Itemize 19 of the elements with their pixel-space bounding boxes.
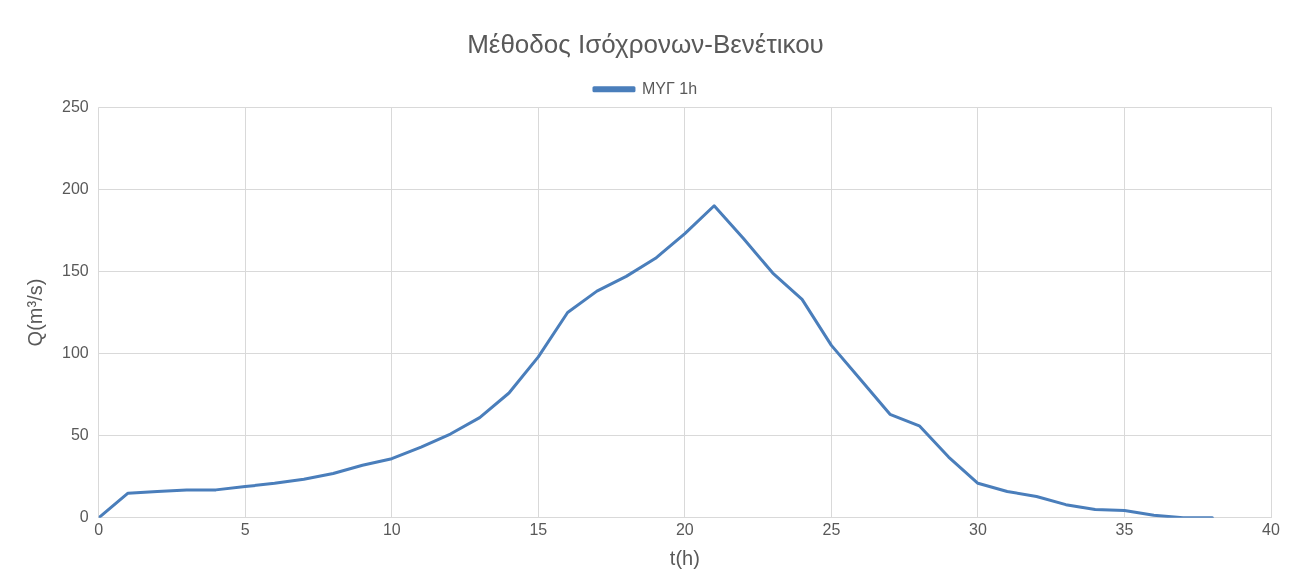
x-tick-label: 25 bbox=[822, 520, 841, 538]
x-tick-label: 5 bbox=[240, 520, 250, 538]
x-tick-label: 0 bbox=[94, 520, 104, 538]
legend-label: ΜΥΓ 1h bbox=[641, 79, 698, 97]
y-tick-label: 100 bbox=[61, 343, 89, 361]
y-axis-title: Q(m³/s) bbox=[23, 278, 46, 347]
y-tick-label: 50 bbox=[70, 426, 89, 444]
x-tick-label: 35 bbox=[1115, 520, 1134, 538]
x-tick-label: 15 bbox=[529, 520, 548, 538]
y-tick-label: 150 bbox=[61, 261, 89, 279]
y-tick-label: 0 bbox=[79, 508, 89, 526]
x-tick-label: 40 bbox=[1262, 520, 1280, 538]
x-tick-label: 30 bbox=[969, 520, 987, 538]
y-tick-label: 250 bbox=[61, 97, 89, 115]
y-tick-label: 200 bbox=[61, 179, 89, 197]
chart-title: Μέθοδος Ισόχρονων-Βενέτικου bbox=[467, 28, 824, 59]
x-tick-label: 10 bbox=[382, 520, 401, 538]
x-axis-title: t(h) bbox=[669, 546, 700, 569]
x-tick-label: 20 bbox=[675, 520, 694, 538]
